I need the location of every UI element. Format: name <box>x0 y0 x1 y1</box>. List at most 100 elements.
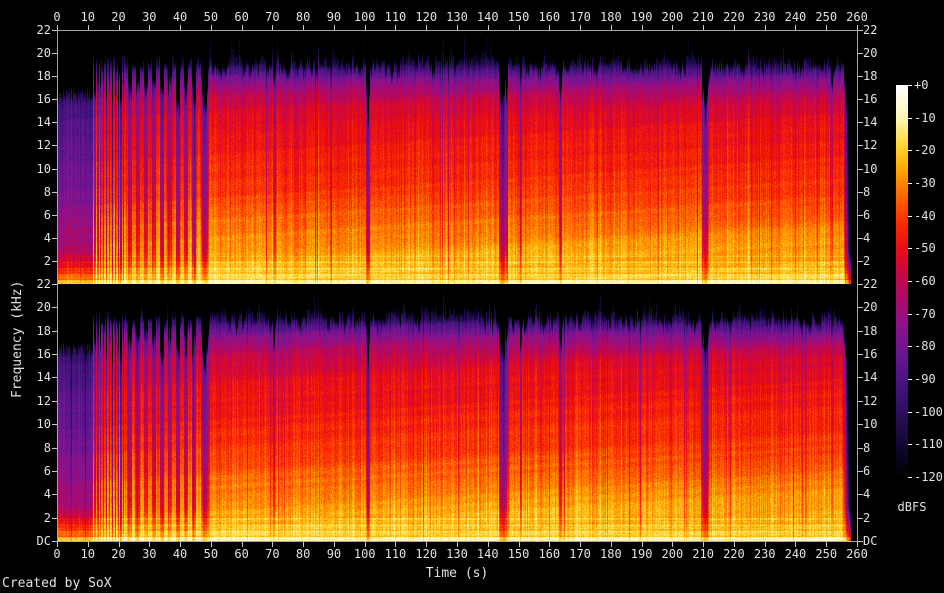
time-tick <box>272 542 274 547</box>
freq-tick <box>858 99 863 100</box>
time-tick <box>518 25 520 30</box>
time-axis-label: Time (s) <box>425 566 489 581</box>
freq-tick <box>52 169 57 170</box>
freq-tick-label: 12 <box>36 138 51 152</box>
freq-tick <box>52 261 57 262</box>
freq-tick <box>52 238 57 239</box>
freq-tick-label: 2 <box>863 511 871 525</box>
time-tick-label: 80 <box>295 547 311 561</box>
freq-tick-label: 8 <box>863 441 871 455</box>
freq-tick-label: 12 <box>36 394 51 408</box>
freq-tick <box>52 30 57 31</box>
freq-tick <box>52 541 57 542</box>
plot-frame-left <box>57 30 58 542</box>
freq-tick-label: 20 <box>36 46 51 60</box>
freq-tick <box>858 238 863 239</box>
time-tick-label: 10 <box>80 547 95 561</box>
time-tick-label: 170 <box>569 10 591 24</box>
freq-tick <box>858 30 863 31</box>
time-tick-label: 80 <box>295 10 311 24</box>
freq-tick <box>858 541 863 542</box>
time-tick <box>457 542 458 547</box>
time-tick <box>333 542 335 547</box>
freq-tick <box>858 261 863 262</box>
dbfs-tick <box>908 346 912 347</box>
time-tick <box>364 25 366 30</box>
freq-tick-label: 14 <box>863 370 878 384</box>
freq-tick <box>52 424 57 425</box>
dbfs-tick-label: -90 <box>914 372 936 386</box>
freq-tick-label: 6 <box>863 464 871 478</box>
freq-tick <box>858 76 863 77</box>
time-tick <box>210 542 212 547</box>
freq-tick <box>858 192 863 193</box>
time-tick <box>118 25 120 30</box>
time-tick <box>395 25 397 30</box>
dbfs-tick <box>908 118 912 119</box>
dbfs-tick <box>908 314 912 315</box>
freq-tick-label: 20 <box>36 300 51 314</box>
time-tick <box>87 25 89 30</box>
freq-tick-label: 16 <box>36 92 51 106</box>
time-tick <box>610 25 612 30</box>
freq-tick-label: 20 <box>863 300 878 314</box>
time-tick <box>641 542 643 547</box>
dbfs-tick-label: -70 <box>914 307 936 321</box>
time-tick-label: 130 <box>446 10 468 24</box>
freq-tick <box>858 331 863 332</box>
time-tick <box>303 25 305 30</box>
freq-tick-label: 4 <box>43 231 51 245</box>
time-tick-label: 240 <box>784 10 807 24</box>
time-tick <box>395 542 397 547</box>
time-tick <box>518 542 520 547</box>
time-tick-label: 110 <box>384 10 407 24</box>
freq-tick-label: 10 <box>863 162 878 176</box>
time-tick <box>241 25 243 30</box>
dbfs-label: dBFS <box>897 500 927 514</box>
time-tick-label: 170 <box>569 547 591 561</box>
freq-tick <box>52 284 57 285</box>
time-tick <box>426 25 428 30</box>
freq-tick <box>858 145 863 146</box>
time-tick <box>364 542 366 547</box>
dbfs-tick <box>908 216 912 217</box>
time-tick-label: 10 <box>80 10 95 24</box>
dbfs-tick-label: -80 <box>914 339 936 353</box>
time-tick-label: 200 <box>661 10 684 24</box>
time-tick-label: 260 <box>846 10 868 24</box>
freq-tick <box>858 448 863 449</box>
time-tick <box>57 25 58 30</box>
time-tick-label: 210 <box>692 547 714 561</box>
time-tick-label: 260 <box>846 547 868 561</box>
time-tick <box>764 25 766 30</box>
time-tick <box>703 542 705 547</box>
freq-tick <box>52 76 57 77</box>
time-tick-label: 40 <box>172 547 188 561</box>
time-tick <box>487 25 489 30</box>
dbfs-tick <box>908 477 912 478</box>
time-tick-label: 190 <box>630 10 653 24</box>
time-tick <box>857 542 858 547</box>
time-tick-label: 120 <box>415 547 438 561</box>
freq-tick <box>858 518 863 519</box>
freq-tick-label: 18 <box>36 324 51 338</box>
time-tick-label: 230 <box>753 547 776 561</box>
spectrogram-channel-1 <box>58 31 857 284</box>
time-tick <box>764 542 766 547</box>
dbfs-tick <box>908 412 912 413</box>
time-tick <box>426 542 428 547</box>
time-tick <box>795 542 797 547</box>
time-tick-label: 150 <box>507 10 530 24</box>
time-tick <box>826 25 828 30</box>
time-tick-label: 110 <box>384 547 407 561</box>
freq-tick-label: 18 <box>863 324 878 338</box>
freq-tick <box>52 518 57 519</box>
time-tick <box>57 542 58 547</box>
freq-tick-label: 18 <box>863 69 878 83</box>
dbfs-tick <box>908 85 912 86</box>
time-tick-label: 230 <box>753 10 776 24</box>
time-tick <box>149 542 151 547</box>
time-tick-label: 240 <box>784 547 807 561</box>
time-tick-label: 100 <box>353 547 376 561</box>
